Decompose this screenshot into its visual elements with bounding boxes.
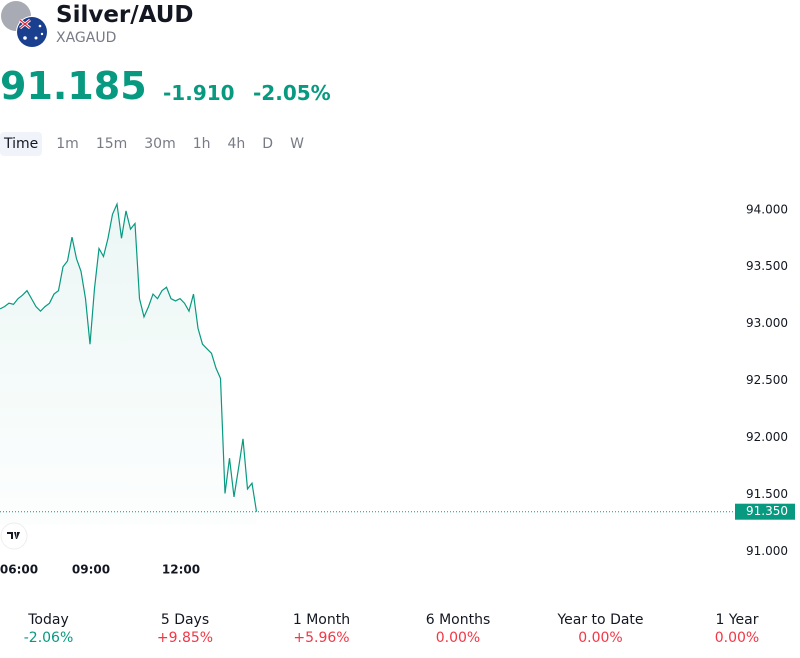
price: 91.185 (0, 64, 147, 108)
performance-value: 0.00% (578, 630, 623, 646)
y-tick-label: 93.000 (746, 316, 788, 330)
change: -1.910 (163, 81, 235, 105)
flags (1, 1, 48, 48)
symbol: XAGAUD (56, 30, 117, 46)
performance-value: -2.06% (23, 630, 74, 646)
interval-tab[interactable]: 30m (144, 136, 176, 152)
performance-value: 0.00% (714, 630, 760, 646)
tv-logo (0, 522, 28, 550)
x-tick-label: 09:00 (72, 563, 110, 577)
y-tick-label: 92.500 (746, 373, 788, 387)
performance-label: 6 Months (425, 612, 491, 628)
interval-tab[interactable]: W (290, 136, 304, 152)
performance-value: +9.85% (156, 630, 214, 646)
interval-tab[interactable]: Time (0, 132, 43, 156)
interval-tabs: Time 1m 15m 30m 1h 4h D W (0, 132, 313, 156)
last-price-box (735, 503, 795, 520)
change-percent: -2.05% (253, 81, 331, 105)
x-tick-label: 12:00 (162, 563, 200, 577)
x-tick-label: 06:00 (0, 563, 38, 577)
performance-item[interactable]: 1 Month +5.96% (255, 612, 388, 646)
performance-label: Today (28, 612, 69, 628)
performance-label: Year to Date (557, 612, 644, 628)
interval-tab[interactable]: 4h (227, 136, 246, 152)
performance-item[interactable]: Today -2.06% (0, 612, 115, 646)
performance-label: 1 Month (292, 612, 351, 628)
performance-item[interactable]: 6 Months 0.00% (392, 612, 525, 646)
performance-value: +5.96% (293, 630, 350, 646)
interval-tab[interactable]: D (262, 136, 274, 152)
y-tick-label: 93.500 (746, 259, 788, 273)
performance-item[interactable]: Year to Date 0.00% (534, 612, 667, 646)
performance-item[interactable]: 5 Days +9.85% (119, 612, 252, 646)
last-price-label: 91.350 (746, 504, 788, 518)
interval-tab[interactable]: 1m (56, 136, 79, 152)
y-tick-label: 91.000 (746, 544, 788, 558)
y-tick-label: 92.000 (746, 430, 788, 444)
performance-label: 1 Year (715, 612, 759, 628)
y-tick-label: 94.000 (746, 202, 788, 216)
interval-tab[interactable]: 15m (95, 136, 128, 152)
area (0, 204, 257, 526)
performance-value: 0.00% (435, 630, 481, 646)
performance-label: 5 Days (160, 612, 210, 628)
chart: 91.000 91.500 92.000 92.500 93.000 93.500 94.0… (0, 201, 795, 577)
interval-tab[interactable]: 1h (192, 136, 211, 152)
title: Silver/AUD (56, 2, 194, 28)
performance-item[interactable]: 1 Year 0.00% (671, 612, 800, 646)
y-tick-label: 91.500 (746, 487, 788, 501)
price-line (0, 201, 258, 512)
